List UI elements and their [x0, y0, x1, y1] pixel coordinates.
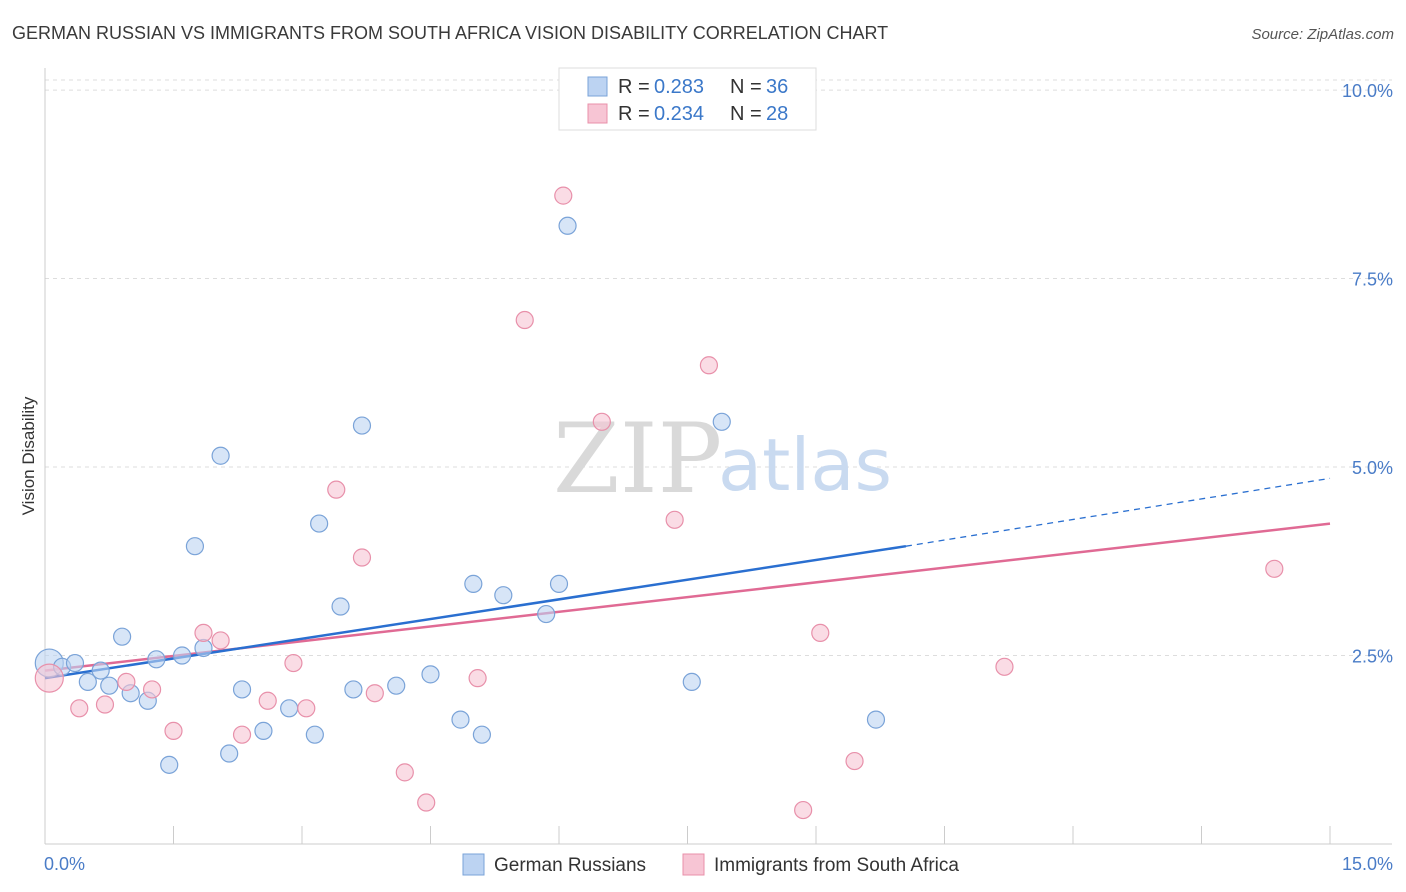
watermark-zip: ZIP	[553, 403, 722, 515]
bottom-legend: German Russians Immigrants from South Af…	[462, 853, 959, 876]
south-africa-point-14	[365, 684, 384, 703]
german-russians-point-12	[185, 537, 205, 556]
south-africa-point-18	[515, 310, 534, 330]
data-points	[34, 186, 1284, 820]
german-russians-point-31	[549, 574, 569, 593]
chart-title: GERMAN RUSSIAN VS IMMIGRANTS FROM SOUTH …	[12, 23, 888, 43]
south-africa-point-22	[699, 356, 719, 375]
german-russians-point-33	[682, 672, 701, 692]
german-russians-point-23	[352, 416, 372, 435]
south-africa-point-11	[297, 699, 316, 718]
german-russians-point-18	[280, 699, 299, 718]
south-africa-point-24	[811, 623, 830, 643]
south-africa-point-7	[211, 631, 230, 650]
german-russians-point-34	[712, 412, 731, 431]
south-africa-point-20	[592, 412, 611, 431]
south-africa-point-26	[995, 657, 1014, 676]
german-russians-trend-extension	[905, 477, 1331, 547]
german-russians-point-19	[305, 725, 324, 744]
south-africa-point-0	[34, 663, 64, 693]
german-russians-point-3	[78, 672, 97, 692]
legend-swatch-pink	[587, 103, 608, 124]
south-africa-point-27	[1265, 559, 1284, 578]
german-russians-point-29	[494, 586, 513, 605]
chart-source: Source: ZipAtlas.com	[1251, 26, 1394, 43]
south-africa-point-3	[117, 672, 136, 692]
south-africa-point-4	[142, 680, 162, 699]
german-russians-point-22	[344, 680, 363, 699]
south-africa-point-12	[327, 480, 346, 499]
german-russians-point-13	[194, 638, 213, 658]
bottom-legend-label-blue: German Russians	[494, 855, 646, 876]
legend-swatch-blue	[587, 76, 608, 97]
legend-n-label-2: N =	[730, 103, 762, 125]
south-africa-point-15	[395, 763, 414, 782]
watermark-atlas: atlas	[718, 423, 892, 507]
german-russians-point-27	[464, 574, 483, 593]
south-africa-point-2	[95, 695, 115, 714]
german-russians-point-2	[65, 653, 85, 673]
german-russians-point-5	[100, 676, 119, 695]
south-africa-point-5	[164, 721, 183, 741]
legend-n-value-1: 36	[766, 76, 788, 98]
south-africa-point-17	[468, 669, 487, 688]
german-russians-point-14	[211, 446, 230, 465]
german-russians-point-17	[254, 721, 273, 741]
german-russians-point-35	[866, 710, 886, 729]
south-africa-point-16	[417, 793, 436, 812]
axes	[44, 68, 1392, 845]
legend-r-label-1: R =	[618, 76, 650, 98]
german-russians-point-10	[160, 755, 179, 774]
tick-labels: 2.5% 5.0% 7.5% 10.0% 0.0% 15.0%	[44, 81, 1393, 874]
south-africa-point-23	[794, 800, 813, 820]
y-tick-label-2: 7.5%	[1352, 270, 1393, 290]
south-africa-point-8	[232, 725, 252, 744]
y-tick-label-1: 5.0%	[1352, 458, 1393, 478]
south-africa-point-21	[665, 510, 684, 529]
gridlines	[45, 79, 1392, 657]
german-russians-point-6	[112, 627, 132, 646]
legend-r-value-2: 0.234	[654, 103, 704, 125]
south-africa-point-10	[284, 653, 303, 673]
legend-n-value-2: 28	[766, 103, 788, 125]
german-russians-point-15	[220, 744, 239, 763]
bottom-legend-swatch-pink	[682, 853, 705, 876]
y-tick-label-0: 2.5%	[1352, 647, 1393, 667]
german-russians-point-20	[310, 514, 329, 533]
legend: R = 0.283 N = 36 R = 0.234 N = 28	[558, 67, 817, 131]
german-russians-point-21	[331, 597, 350, 616]
legend-r-value-1: 0.283	[654, 76, 704, 98]
south-africa-point-13	[352, 548, 372, 567]
south-africa-point-19	[554, 186, 573, 205]
german-russians-point-11	[172, 646, 192, 665]
german-russians-point-4	[91, 661, 110, 680]
german-russians-point-16	[232, 680, 252, 699]
south-africa-point-9	[258, 691, 277, 710]
south-africa-point-6	[194, 623, 213, 643]
south-africa-point-1	[70, 699, 89, 718]
german-russians-point-25	[421, 665, 440, 684]
x-tick-label-0: 0.0%	[44, 854, 85, 874]
y-tick-label-3: 10.0%	[1342, 81, 1393, 101]
german-russians-point-9	[147, 650, 166, 669]
german-russians-point-32	[558, 216, 577, 235]
german-russians-point-26	[451, 710, 470, 729]
y-axis-label: Vision Disability	[19, 396, 38, 515]
bottom-legend-swatch-blue	[462, 853, 485, 876]
south-africa-point-25	[845, 751, 864, 771]
german-russians-point-28	[472, 725, 491, 744]
x-tick-label-1: 15.0%	[1342, 854, 1393, 874]
legend-n-label-1: N =	[730, 76, 762, 98]
german-russians-point-30	[537, 604, 556, 624]
bottom-legend-label-pink: Immigrants from South Africa	[714, 855, 959, 876]
german-russians-point-24	[387, 676, 406, 695]
legend-r-label-2: R =	[618, 103, 650, 125]
